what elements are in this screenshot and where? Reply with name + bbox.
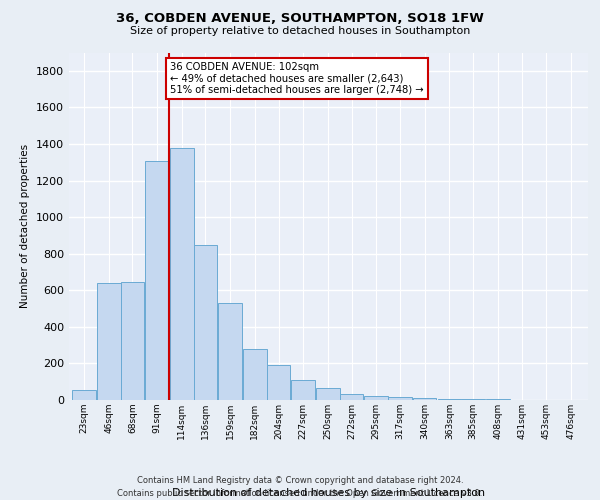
Bar — [243, 349, 267, 400]
Bar — [97, 283, 121, 400]
Bar — [461, 399, 485, 400]
Bar — [170, 148, 194, 400]
Text: 36, COBDEN AVENUE, SOUTHAMPTON, SO18 1FW: 36, COBDEN AVENUE, SOUTHAMPTON, SO18 1FW — [116, 12, 484, 26]
Text: Contains HM Land Registry data © Crown copyright and database right 2024.
Contai: Contains HM Land Registry data © Crown c… — [118, 476, 482, 498]
Bar — [316, 388, 340, 400]
Bar — [145, 162, 169, 400]
Bar — [72, 390, 96, 400]
Bar — [437, 399, 461, 400]
Text: 36 COBDEN AVENUE: 102sqm
← 49% of detached houses are smaller (2,643)
51% of sem: 36 COBDEN AVENUE: 102sqm ← 49% of detach… — [170, 62, 424, 95]
Bar — [267, 365, 290, 400]
Bar — [218, 303, 242, 400]
Y-axis label: Number of detached properties: Number of detached properties — [20, 144, 31, 308]
Bar — [292, 380, 315, 400]
Bar — [194, 246, 217, 400]
Bar — [364, 396, 388, 400]
Bar — [340, 394, 364, 400]
Bar — [388, 398, 412, 400]
Bar — [121, 282, 144, 400]
X-axis label: Distribution of detached houses by size in Southampton: Distribution of detached houses by size … — [172, 488, 485, 498]
Bar — [413, 398, 436, 400]
Text: Size of property relative to detached houses in Southampton: Size of property relative to detached ho… — [130, 26, 470, 36]
